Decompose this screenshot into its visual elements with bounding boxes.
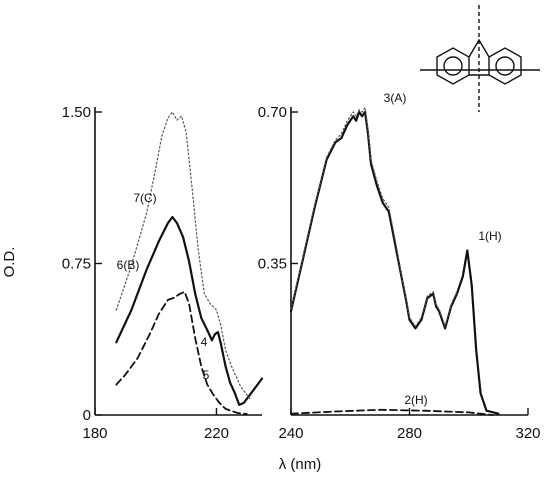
five-ring-top [468, 38, 490, 58]
y-axis-title: O.D. [1, 247, 18, 278]
left-x-tick-label: 180 [82, 425, 107, 442]
left-series-line-dashed-2 [115, 290, 248, 415]
annotation-1h: 1(H) [478, 229, 501, 243]
left-panel: 180 220 0 0.75 1.50 O.D. 7(C) 6(B) 4 5 [1, 104, 264, 442]
left-x-tick-label: 220 [204, 425, 229, 442]
right-y-tick-label: 0.70 [258, 104, 287, 121]
left-benzene-ring [436, 47, 470, 85]
right-ring-circle [495, 56, 515, 76]
annotation-3a: 3(A) [384, 91, 407, 105]
left-series-line-dotted-1 [115, 111, 251, 400]
left-series-line-solid-0 [115, 215, 264, 406]
annotation-7c: 7(C) [133, 191, 156, 205]
annotation-5: 5 [203, 368, 210, 382]
left-y-tick-label: 0.75 [62, 256, 91, 273]
right-benzene-ring [488, 47, 522, 85]
right-series-line-dotted-1 [290, 107, 458, 327]
left-y-tick-label: 1.50 [62, 104, 91, 121]
left-series [115, 111, 264, 415]
annotation-4: 4 [201, 335, 208, 349]
right-x-tick-label: 240 [278, 425, 303, 442]
annotation-6b: 6(B) [117, 258, 140, 272]
right-x-tick-label: 280 [397, 425, 422, 442]
left-ring-circle [443, 56, 463, 76]
right-series [289, 107, 500, 416]
left-y-tick-label: 0 [83, 407, 91, 424]
annotation-2h: 2(H) [404, 393, 427, 407]
right-panel: 240 280 320 0.35 0.70 3(A) 1(H) 2(H) [258, 91, 541, 442]
right-series-line-dashed-2 [290, 408, 494, 416]
molecule-diagram [420, 5, 540, 112]
right-series-line-solid-0 [289, 110, 500, 415]
left-ticks: 180 220 0 0.75 1.50 [62, 104, 229, 442]
right-y-tick-label: 0.35 [258, 256, 287, 273]
right-ticks: 240 280 320 0.35 0.70 [258, 104, 541, 442]
x-axis-title: λ (nm) [279, 456, 322, 473]
right-x-tick-label: 320 [515, 425, 540, 442]
